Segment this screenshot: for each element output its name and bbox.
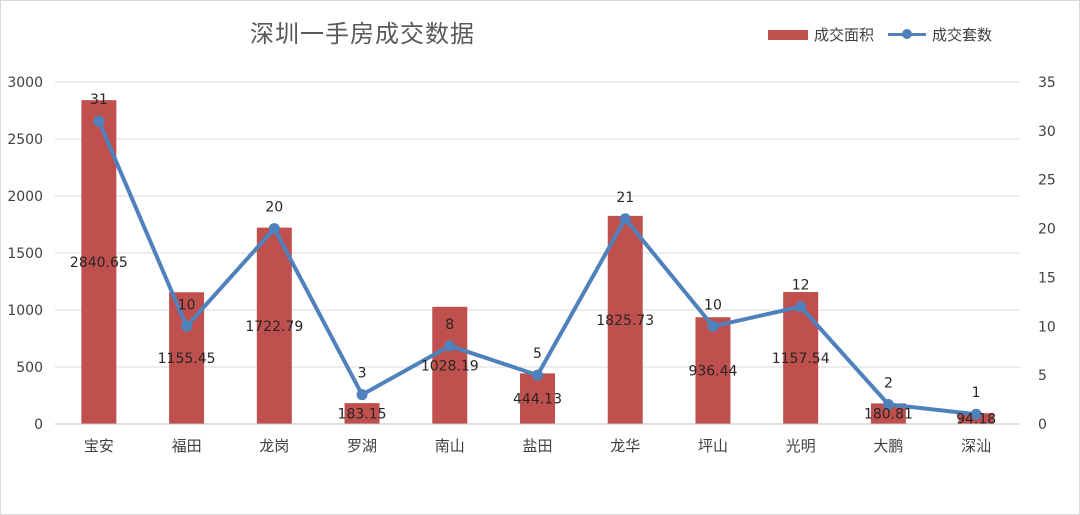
x-tick-label: 南山 [435,437,465,455]
line-data-label: 8 [445,317,454,333]
x-tick-label: 坪山 [698,437,728,455]
line-data-label: 10 [704,297,722,313]
bar-data-label: 1722.79 [245,319,303,335]
y-right-tick-label: 20 [1038,222,1056,238]
bar-data-label: 1825.73 [596,313,654,329]
line-data-label: 1 [972,385,981,401]
y-right-tick-label: 25 [1038,173,1056,189]
bar [344,403,380,424]
legend-line-swatch [888,29,927,39]
line-point [268,223,280,235]
x-tick-label: 龙岗 [259,437,289,455]
line-point [619,213,631,225]
bar-data-label: 1157.54 [772,351,830,367]
bar-data-label: 444.13 [513,392,562,408]
x-tick-label: 盐田 [522,437,552,455]
line-point [444,340,456,352]
bar-data-label: 1028.19 [421,358,479,374]
x-tick-label: 宝安 [84,437,114,455]
y-left-tick-label: 3000 [7,75,43,91]
y-right-tick-label: 0 [1038,417,1047,433]
bar [520,373,555,424]
legend-bar-swatch [768,29,808,40]
line-point [970,408,982,420]
x-tick-label: 光明 [786,437,816,455]
bar [256,227,292,424]
bar-data-label: 180.81 [864,407,913,423]
line-data-label: 12 [792,278,810,294]
line-point [356,389,368,401]
y-right-tick-label: 5 [1038,368,1047,384]
line-point [181,320,193,332]
bar [783,292,819,424]
line-data-label: 10 [178,297,196,313]
bar-data-label: 1155.45 [158,351,216,367]
x-tick-label: 罗湖 [347,437,377,455]
line-point [882,398,894,410]
bar-data-label: 936.44 [688,364,737,380]
chart-legend: 成交面积 成交套数 [768,24,1006,45]
y-right-tick-label: 10 [1038,319,1056,335]
legend-item-area: 成交面积 [768,24,874,45]
line-data-label: 20 [265,200,283,216]
legend-label-area: 成交面积 [814,26,875,44]
line-point [93,115,105,127]
bar-data-label: 94.18 [956,412,996,428]
line-data-label: 3 [358,366,367,382]
bar [81,100,117,425]
line-data-label: 5 [533,346,542,362]
y-left-tick-label: 2500 [7,132,43,148]
x-tick-label: 大鹏 [873,437,903,455]
y-left-tick-label: 2000 [7,189,43,205]
bar-data-label: 183.15 [338,407,387,423]
legend-item-count: 成交套数 [888,24,992,45]
bar [607,215,643,424]
chart-title: 深圳一手房成交数据 [250,20,475,48]
y-right-tick-label: 30 [1038,124,1056,140]
bar [695,317,731,424]
y-left-tick-label: 1000 [7,303,43,319]
line-data-label: 2 [884,375,893,391]
line-point [707,320,719,332]
legend-label-count: 成交套数 [932,26,993,44]
y-right-tick-label: 35 [1038,75,1056,91]
x-tick-label: 福田 [172,437,202,455]
line-point [795,301,807,313]
bar [432,306,468,424]
line-data-label: 21 [616,190,634,206]
line-point [532,369,543,381]
y-right-tick-label: 15 [1038,270,1056,286]
line-data-label: 31 [90,92,108,108]
y-left-tick-label: 1500 [7,246,43,262]
y-left-tick-label: 0 [34,417,43,433]
x-tick-label: 深汕 [961,437,991,455]
bar [870,403,906,424]
y-left-tick-label: 500 [16,360,43,376]
bar-data-label: 2840.65 [70,255,128,271]
x-tick-label: 龙华 [610,437,640,455]
